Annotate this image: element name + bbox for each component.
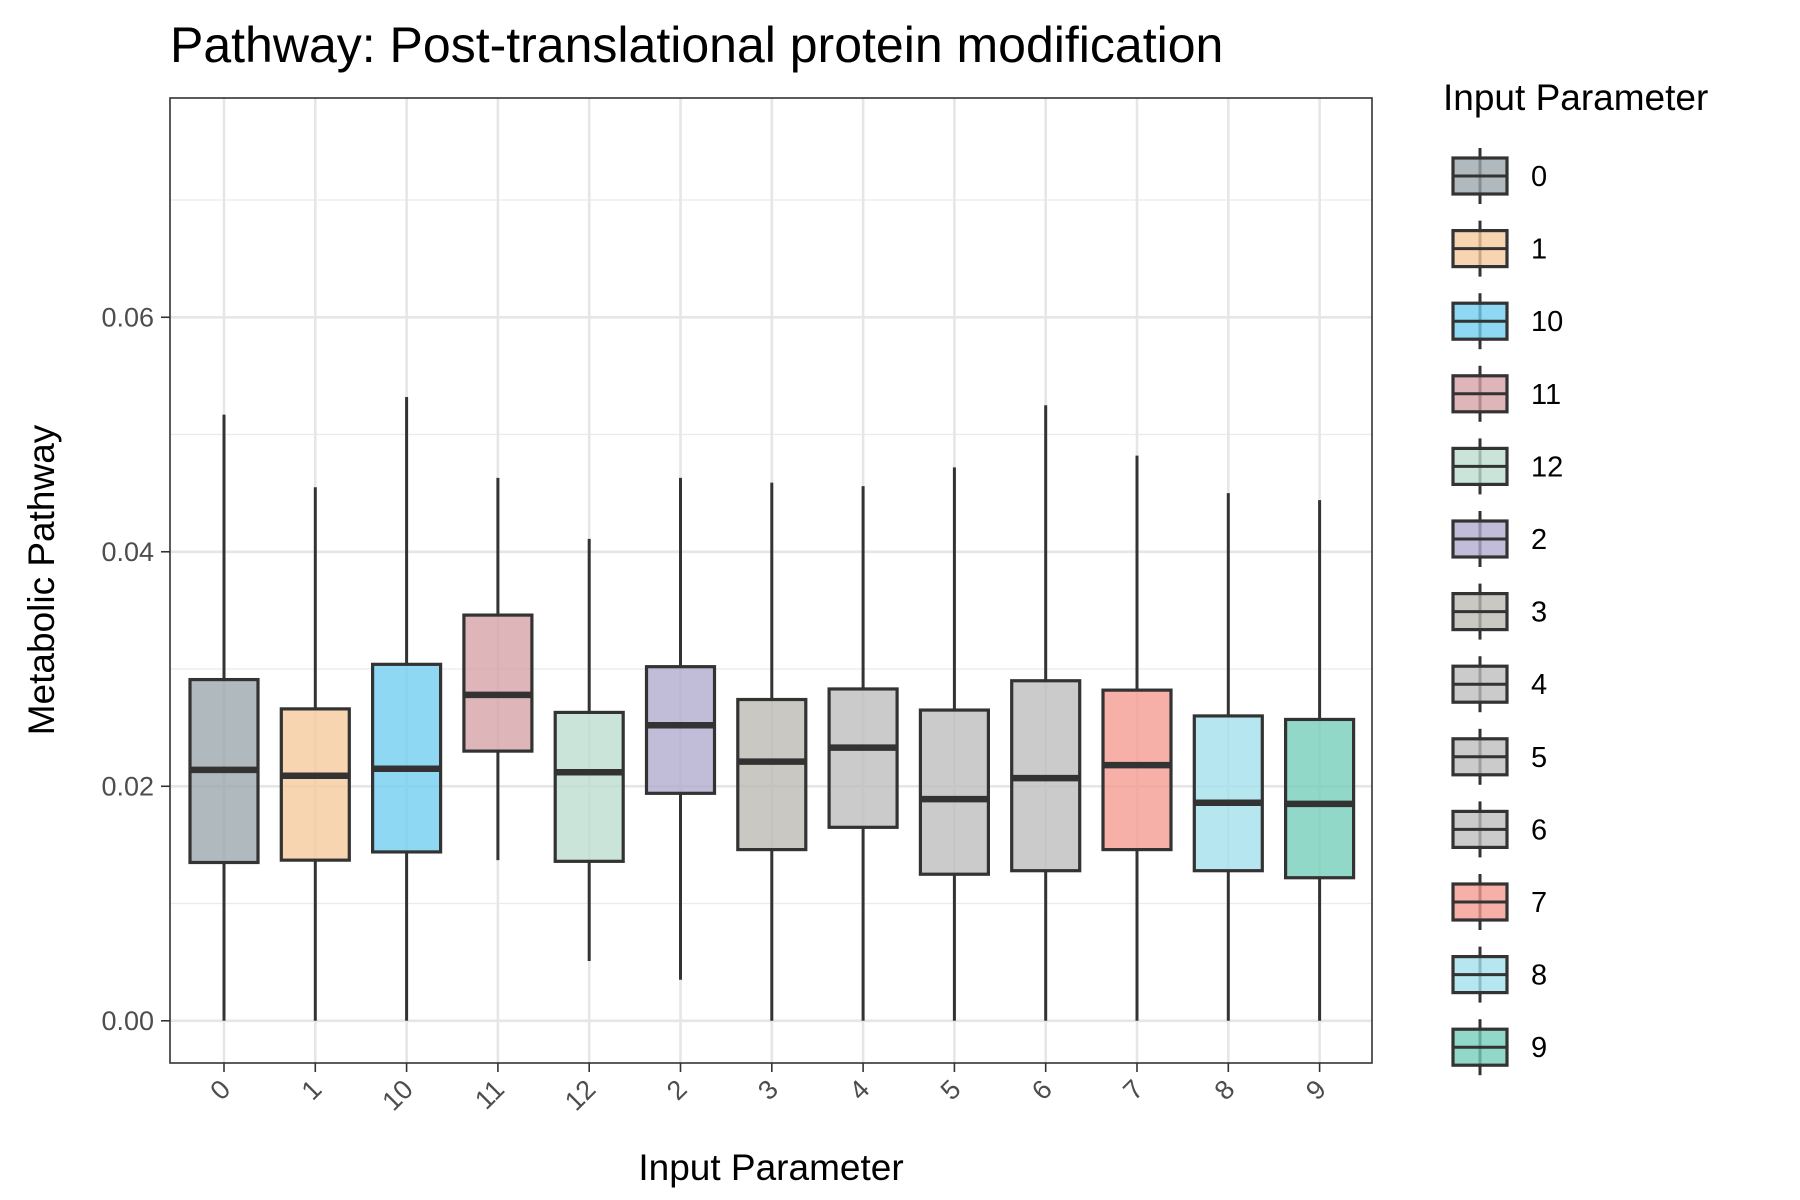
iqr-box [918,708,991,876]
legend-item-0: 0 [1451,148,1547,204]
legend-item-10: 10 [1451,293,1563,350]
x-tick-label: 3 [752,1074,784,1106]
box-1 [279,487,351,1021]
legend-label: 0 [1531,161,1547,193]
iqr-box [644,665,717,795]
legend-label: 2 [1531,524,1547,556]
x-tick-label: 9 [1300,1074,1332,1106]
x-tick-label: 7 [1117,1074,1149,1106]
legend-item-6: 6 [1451,801,1547,858]
x-axis-title: Input Parameter [638,1147,903,1188]
legend-label: 12 [1531,451,1563,483]
legend-item-12: 12 [1451,438,1563,495]
x-tick-label: 12 [559,1074,601,1116]
x-tick-label: 11 [469,1074,510,1115]
iqr-box [1192,714,1264,873]
y-tick-label: 0.02 [101,771,154,801]
box-8 [1192,493,1264,1021]
box-5 [918,467,991,1021]
box-3 [736,482,808,1021]
legend-label: 4 [1531,669,1547,701]
legend-label: 11 [1531,379,1561,411]
legend-label: 7 [1531,887,1547,919]
iqr-box [279,707,351,862]
box-12 [553,538,625,961]
x-tick-label: 6 [1026,1074,1058,1106]
box-7 [1101,455,1173,1021]
legend: 0 1 10 11 12 2 3 4 5 6 7 8 9 [1451,148,1563,1076]
legend-item-4: 4 [1451,656,1547,713]
box-0 [188,414,260,1021]
legend-item-8: 8 [1451,946,1547,1003]
x-tick-label: 0 [204,1074,236,1106]
box-9 [1283,500,1356,1021]
box-6 [1010,405,1082,1021]
box-2 [644,477,717,980]
x-tick-label: 10 [376,1074,418,1116]
iqr-box [462,613,534,753]
legend-item-7: 7 [1451,874,1547,930]
y-axis-title: Metabolic Pathway [21,424,62,735]
iqr-box [371,662,443,854]
y-tick-label: 0.04 [101,537,154,567]
iqr-box [553,710,625,863]
legend-label: 3 [1531,597,1547,629]
legend-title: Input Parameter [1443,77,1708,118]
legend-label: 1 [1531,234,1547,266]
legend-label: 5 [1531,742,1547,774]
x-tick-label: 5 [935,1074,967,1106]
box-10 [371,396,443,1021]
y-tick-label: 0.00 [101,1006,154,1036]
chart-title: Pathway: Post-translational protein modi… [170,17,1223,73]
box-layer [188,396,1356,1021]
legend-item-3: 3 [1451,583,1547,640]
legend-label: 6 [1531,814,1547,846]
iqr-box [1101,688,1173,852]
iqr-box [827,687,899,829]
box-11 [462,477,534,861]
legend-label: 9 [1531,1032,1547,1064]
y-tick-label: 0.06 [101,302,154,332]
x-axis: 0 1 10 11 12 2 3 4 5 6 7 8 9 [204,1063,1332,1116]
legend-label: 8 [1531,960,1547,992]
legend-item-9: 9 [1451,1019,1547,1076]
legend-item-1: 1 [1451,220,1547,277]
x-tick-label: 1 [296,1074,328,1106]
legend-label: 10 [1531,306,1563,338]
x-tick-label: 4 [844,1074,876,1106]
x-tick-label: 8 [1209,1074,1241,1106]
y-axis: 0.00 0.02 0.04 0.06 [101,302,170,1036]
legend-item-11: 11 [1451,365,1561,422]
box-4 [827,486,899,1021]
legend-item-2: 2 [1451,511,1547,567]
iqr-box [736,697,808,852]
legend-item-5: 5 [1451,728,1547,785]
x-tick-label: 2 [661,1074,693,1106]
iqr-box [1283,717,1356,880]
